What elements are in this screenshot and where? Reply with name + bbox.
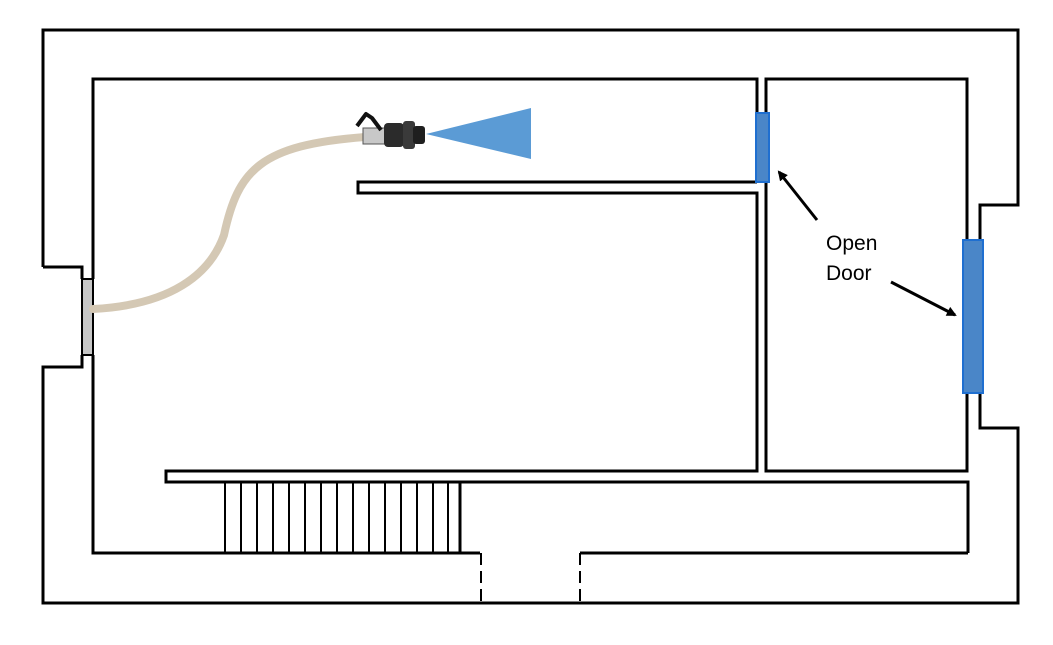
open-door-label-line2: Door [826, 262, 872, 285]
outer-wall-left-notch [43, 265, 84, 279]
inner-open-door [755, 112, 770, 183]
outer-open-door [962, 239, 984, 394]
bottom-doorway-dashed [480, 553, 581, 603]
side-room-wall-lower [764, 182, 969, 473]
hose-line [89, 133, 369, 313]
arrow-to-inner-door [777, 170, 819, 221]
outer-wall [41, 28, 1020, 267]
water-spray-icon [426, 108, 531, 159]
arrow-to-outer-door [890, 280, 957, 317]
stairs [224, 482, 462, 553]
inner-room-wall-lower [91, 355, 480, 555]
fire-hose-nozzle-icon [355, 112, 425, 149]
side-room-wall [764, 77, 969, 240]
hose-inlet [81, 278, 94, 356]
open-door-label-line1: Open [826, 232, 877, 255]
outer-wall-right-lower [41, 355, 1020, 605]
inner-room-wall [91, 77, 759, 279]
partition-wall-top [164, 180, 970, 553]
open-door-label: Open Door [826, 232, 883, 285]
